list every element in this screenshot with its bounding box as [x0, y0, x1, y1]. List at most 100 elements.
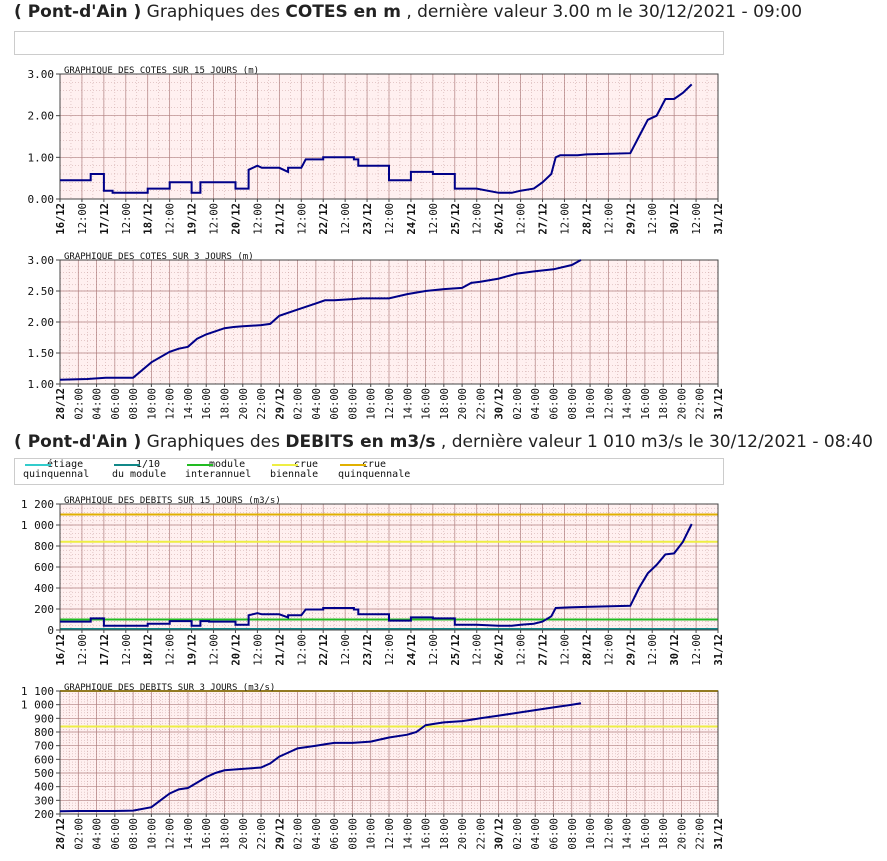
- y-tick-label: 2.50: [28, 285, 55, 298]
- legend-label: module: [209, 459, 246, 470]
- x-tick-label: 06:00: [549, 388, 561, 420]
- debits-header: ( Pont-d'Ain ) Graphiques des DEBITS en …: [14, 432, 873, 452]
- y-tick-label: 800: [34, 726, 54, 739]
- x-tick-label: 27/12: [538, 203, 550, 235]
- x-tick-label: 18:00: [658, 388, 670, 420]
- x-tick-label: 10:00: [146, 818, 158, 850]
- x-tick-label: 12:00: [340, 634, 352, 666]
- y-tick-label: 700: [34, 740, 54, 753]
- x-tick-label: 12:00: [516, 634, 528, 666]
- x-tick-label: 08:00: [567, 818, 579, 850]
- x-tick-label: 20:00: [457, 818, 469, 850]
- series-line: [60, 523, 693, 627]
- legend-label: crue: [362, 459, 387, 470]
- x-tick-label: 04:00: [92, 388, 104, 420]
- x-tick-label: 10:00: [366, 818, 378, 850]
- x-tick-label: 20:00: [238, 388, 250, 420]
- x-tick-label: 30/12: [669, 203, 681, 235]
- header-quantity: COTES en m: [285, 2, 401, 22]
- x-tick-label: 28/12: [55, 388, 67, 420]
- x-tick-label: 22:00: [695, 388, 707, 420]
- station-name: ( Pont-d'Ain ): [14, 2, 142, 22]
- x-tick-label: 12:00: [165, 634, 177, 666]
- y-tick-label: 1 200: [21, 498, 54, 511]
- x-tick-label: 12:00: [165, 388, 177, 420]
- legend-item: étiage quinquennal: [23, 460, 89, 480]
- x-tick-label: 12:00: [428, 203, 440, 235]
- y-tick-label: 1.00: [28, 378, 55, 391]
- x-tick-label: 08:00: [567, 388, 579, 420]
- chart-title: GRAPHIQUE DES COTES SUR 3 JOURS (m): [64, 252, 254, 262]
- x-tick-label: 16/12: [55, 634, 67, 666]
- x-tick-label: 26/12: [494, 634, 506, 666]
- x-tick-label: 28/12: [55, 818, 67, 850]
- x-tick-label: 12:00: [691, 203, 703, 235]
- x-tick-label: 30/12: [494, 388, 506, 420]
- x-tick-label: 14:00: [183, 388, 195, 420]
- x-tick-label: 12:00: [384, 818, 396, 850]
- cotes-15-days-chart: GRAPHIQUE DES COTES SUR 15 JOURS (m) 0.00…: [28, 66, 726, 235]
- x-tick-label: 20:00: [457, 388, 469, 420]
- x-tick-label: 20/12: [230, 203, 242, 235]
- x-tick-label: 02:00: [293, 818, 305, 850]
- legend-item: crue biennale: [270, 460, 318, 480]
- x-tick-label: 21/12: [274, 203, 286, 235]
- y-tick-label: 200: [34, 808, 54, 821]
- x-tick-label: 12:00: [121, 634, 133, 666]
- x-tick-label: 02:00: [512, 818, 524, 850]
- x-tick-label: 14:00: [402, 818, 414, 850]
- x-tick-label: 12:00: [647, 203, 659, 235]
- x-tick-label: 24/12: [406, 634, 418, 666]
- x-tick-label: 31/12: [713, 634, 725, 666]
- y-tick-label: 2.00: [28, 110, 55, 123]
- y-tick-label: 1 000: [21, 699, 54, 712]
- x-tick-label: 16:00: [640, 388, 652, 420]
- x-tick-label: 18:00: [220, 388, 232, 420]
- cotes-3-days-chart: GRAPHIQUE DES COTES SUR 3 JOURS (m) 1.00 1…: [28, 252, 726, 420]
- x-tick-label: 18:00: [658, 818, 670, 850]
- x-tick-label: 06:00: [110, 388, 122, 420]
- x-tick-label: 12:00: [165, 818, 177, 850]
- x-tick-label: 22:00: [475, 388, 487, 420]
- x-tick-label: 18:00: [439, 388, 451, 420]
- x-tick-label: 02:00: [512, 388, 524, 420]
- y-tick-label: 900: [34, 712, 54, 725]
- x-tick-label: 12:00: [296, 203, 308, 235]
- y-tick-label: 600: [34, 561, 54, 574]
- x-tick-label: 30/12: [494, 818, 506, 850]
- legend-swatch: [187, 464, 213, 466]
- x-tick-label: 12:00: [603, 634, 615, 666]
- x-tick-label: 12:00: [559, 203, 571, 235]
- series-line: [60, 83, 693, 194]
- x-tick-label: 31/12: [713, 203, 725, 235]
- y-tick-label: 3.00: [28, 254, 55, 267]
- y-tick-label: 400: [34, 582, 54, 595]
- y-tick-label: 300: [34, 794, 54, 807]
- x-tick-label: 21/12: [274, 634, 286, 666]
- x-tick-label: 22:00: [695, 818, 707, 850]
- x-tick-label: 16/12: [55, 203, 67, 235]
- x-tick-label: 14:00: [622, 388, 634, 420]
- x-tick-label: 12:00: [516, 203, 528, 235]
- legend-swatch: [272, 464, 298, 466]
- legend-label: 1/10: [136, 459, 161, 470]
- x-tick-label: 06:00: [110, 818, 122, 850]
- y-tick-label: 500: [34, 767, 54, 780]
- x-tick-label: 04:00: [530, 388, 542, 420]
- x-tick-label: 12:00: [209, 203, 221, 235]
- x-tick-label: 02:00: [293, 388, 305, 420]
- x-tick-label: 12:00: [428, 634, 440, 666]
- legend-swatch: [114, 464, 140, 466]
- x-tick-label: 17/12: [99, 634, 111, 666]
- chart-title: GRAPHIQUE DES COTES SUR 15 JOURS (m): [64, 66, 259, 76]
- x-tick-label: 23/12: [362, 634, 374, 666]
- x-tick-label: 08:00: [347, 388, 359, 420]
- x-tick-label: 04:00: [311, 388, 323, 420]
- x-tick-label: 29/12: [625, 634, 637, 666]
- x-tick-label: 25/12: [450, 634, 462, 666]
- x-tick-label: 12:00: [77, 634, 89, 666]
- x-tick-label: 08:00: [128, 818, 140, 850]
- x-tick-label: 12:00: [340, 203, 352, 235]
- x-tick-label: 31/12: [713, 818, 725, 850]
- legend-swatch: [340, 464, 366, 466]
